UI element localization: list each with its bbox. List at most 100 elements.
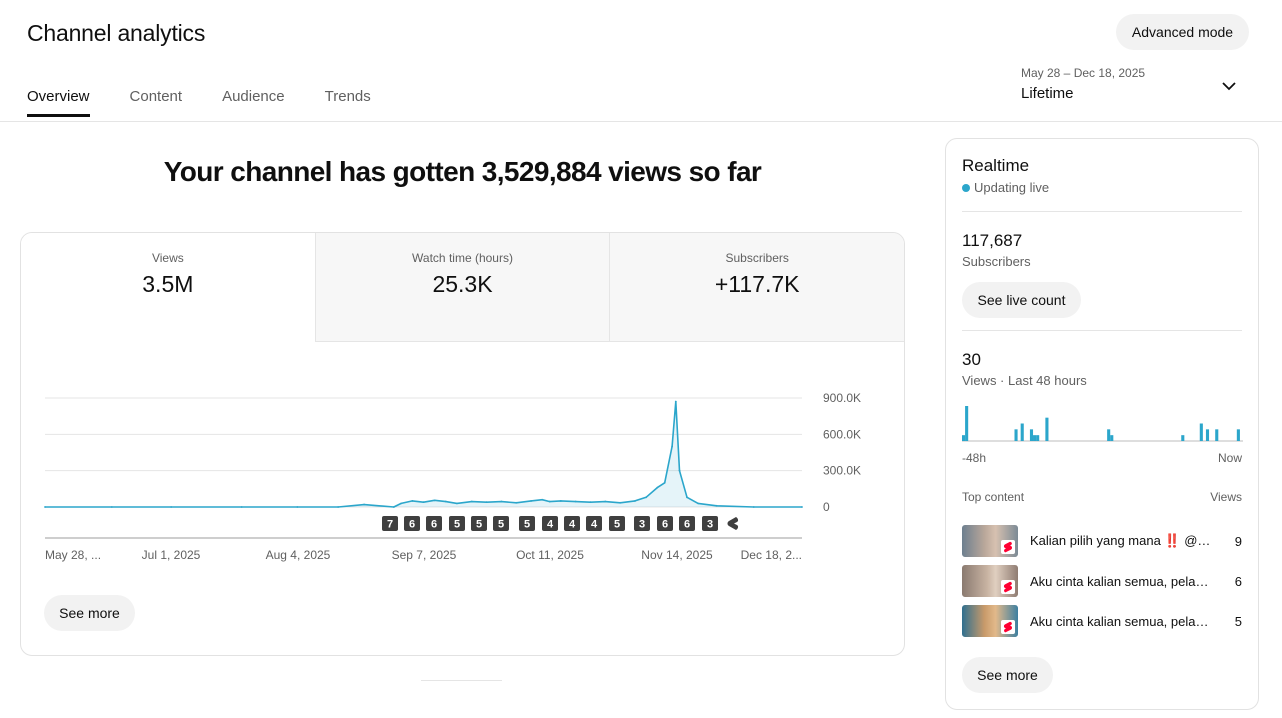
video-title: Aku cinta kalian semua, pelan... bbox=[1030, 613, 1212, 629]
shorts-icon bbox=[1001, 540, 1015, 554]
top-content-row[interactable]: Aku cinta kalian semua, pelan... 6 bbox=[962, 565, 1242, 597]
upload-marker bbox=[586, 516, 602, 531]
metric-subscribers[interactable]: Subscribers +117.7K bbox=[609, 233, 904, 342]
upload-marker-count: 5 bbox=[498, 519, 504, 531]
upload-marker-count: 5 bbox=[476, 519, 482, 531]
upload-marker bbox=[426, 516, 442, 531]
upload-marker-count: 6 bbox=[409, 519, 415, 531]
data-point bbox=[663, 481, 666, 484]
realtime-views-label: Views · Last 48 hours bbox=[962, 373, 1087, 388]
realtime-bar bbox=[1036, 435, 1040, 441]
upload-marker bbox=[702, 516, 718, 531]
upload-marker bbox=[449, 516, 465, 531]
views-line-chart[interactable]: 900.0K 600.0K 300.0K 0 May 28, ... Jul 1, 202… bbox=[21, 233, 905, 656]
upload-marker bbox=[542, 516, 558, 531]
video-title: Kalian pilih yang mana ‼️ @nu... bbox=[1030, 533, 1212, 548]
upload-marker-count: 6 bbox=[431, 519, 437, 531]
see-more-top-content-button[interactable]: See more bbox=[962, 657, 1053, 693]
data-point bbox=[674, 400, 677, 403]
tab-overview[interactable]: Overview bbox=[27, 88, 90, 117]
x-tick-label: Nov 14, 2025 bbox=[641, 548, 713, 562]
date-range-picker[interactable]: May 28 – Dec 18, 2025 Lifetime bbox=[1021, 66, 1251, 102]
realtime-bar bbox=[965, 406, 969, 441]
data-point bbox=[634, 500, 636, 502]
see-live-count-button[interactable]: See live count bbox=[962, 282, 1081, 318]
divider bbox=[962, 330, 1242, 331]
upload-marker bbox=[519, 516, 535, 531]
data-point bbox=[170, 506, 173, 508]
data-point bbox=[686, 496, 688, 499]
realtime-bar bbox=[1020, 423, 1024, 441]
subscriber-count: 117,687 bbox=[962, 231, 1023, 250]
header-divider bbox=[0, 121, 1282, 122]
realtime-panel: Realtime Updating live 117,687 Subscribe… bbox=[945, 138, 1259, 710]
top-content-row[interactable]: Kalian pilih yang mana ‼️ @nu... 9 bbox=[962, 525, 1242, 557]
axis-end-label: Now bbox=[1217, 451, 1242, 465]
upload-marker-count: 5 bbox=[454, 519, 460, 531]
chevron-down-icon bbox=[1222, 82, 1236, 91]
upload-marker bbox=[471, 516, 487, 531]
realtime-bar bbox=[1199, 423, 1203, 441]
views-series-line bbox=[45, 400, 802, 508]
realtime-bar-chart[interactable] bbox=[962, 401, 1243, 443]
tab-content[interactable]: Content bbox=[129, 88, 183, 105]
upload-marker bbox=[679, 516, 695, 531]
data-point bbox=[541, 498, 544, 501]
data-point bbox=[515, 501, 518, 504]
data-point bbox=[801, 506, 803, 508]
data-point bbox=[110, 506, 113, 508]
realtime-bar bbox=[1014, 429, 1018, 441]
subscriber-label: Subscribers bbox=[962, 254, 1031, 269]
data-point bbox=[337, 506, 340, 508]
upload-marker-count: 7 bbox=[387, 519, 393, 531]
realtime-bar bbox=[1205, 429, 1210, 441]
data-point bbox=[548, 500, 551, 503]
data-point bbox=[411, 500, 414, 502]
x-tick-label: Sep 7, 2025 bbox=[392, 548, 457, 562]
carousel-indicator bbox=[421, 680, 502, 681]
data-point bbox=[678, 469, 681, 472]
metric-value: +117.7K bbox=[714, 271, 800, 297]
tab-audience[interactable]: Audience bbox=[222, 88, 285, 105]
metric-label: Subscribers bbox=[725, 251, 789, 265]
axis-start-label: -48h bbox=[962, 451, 987, 465]
upload-marker-count: 5 bbox=[524, 519, 530, 531]
data-point bbox=[470, 500, 473, 503]
metric-value: 25.3K bbox=[432, 271, 493, 297]
video-thumbnail bbox=[962, 605, 1018, 637]
realtime-bar bbox=[1110, 435, 1114, 441]
data-point bbox=[530, 500, 533, 502]
advanced-mode-button[interactable]: Advanced mode bbox=[1116, 14, 1249, 50]
upload-marker bbox=[609, 516, 625, 531]
see-more-button[interactable]: See more bbox=[44, 595, 135, 631]
y-tick-label: 600.0K bbox=[823, 427, 861, 441]
live-status-text: Updating live bbox=[974, 180, 1050, 195]
data-point bbox=[296, 506, 299, 508]
shorts-icon bbox=[1001, 580, 1015, 594]
data-point bbox=[574, 500, 577, 503]
upload-marker bbox=[404, 516, 420, 531]
realtime-bar bbox=[1033, 435, 1037, 441]
upload-marker bbox=[564, 516, 580, 531]
data-point bbox=[392, 506, 395, 508]
data-point bbox=[444, 500, 447, 503]
tab-trends[interactable]: Trends bbox=[324, 88, 371, 105]
metric-tabs: Views 3.5M Watch time (hours) 25.3K Subs… bbox=[21, 233, 904, 342]
metric-watch-time[interactable]: Watch time (hours) 25.3K bbox=[314, 233, 610, 342]
video-views: 6 bbox=[1234, 573, 1242, 589]
top-content-row[interactable]: Aku cinta kalian semua, pelan... 5 bbox=[962, 605, 1242, 637]
data-point bbox=[433, 499, 436, 502]
y-tick-label: 300.0K bbox=[823, 464, 861, 478]
realtime-bar bbox=[1045, 417, 1049, 441]
data-point bbox=[619, 501, 622, 504]
metric-views[interactable]: Views 3.5M bbox=[21, 233, 315, 342]
divider bbox=[962, 211, 1242, 212]
data-point bbox=[589, 501, 592, 504]
live-status: Updating live bbox=[962, 180, 1049, 195]
upload-marker bbox=[382, 516, 398, 531]
video-title: Aku cinta kalian semua, pelan... bbox=[1030, 573, 1212, 589]
data-point bbox=[697, 502, 699, 505]
video-thumbnail bbox=[962, 565, 1018, 597]
realtime-bar bbox=[1236, 429, 1240, 441]
upload-marker-count: 4 bbox=[569, 519, 576, 531]
